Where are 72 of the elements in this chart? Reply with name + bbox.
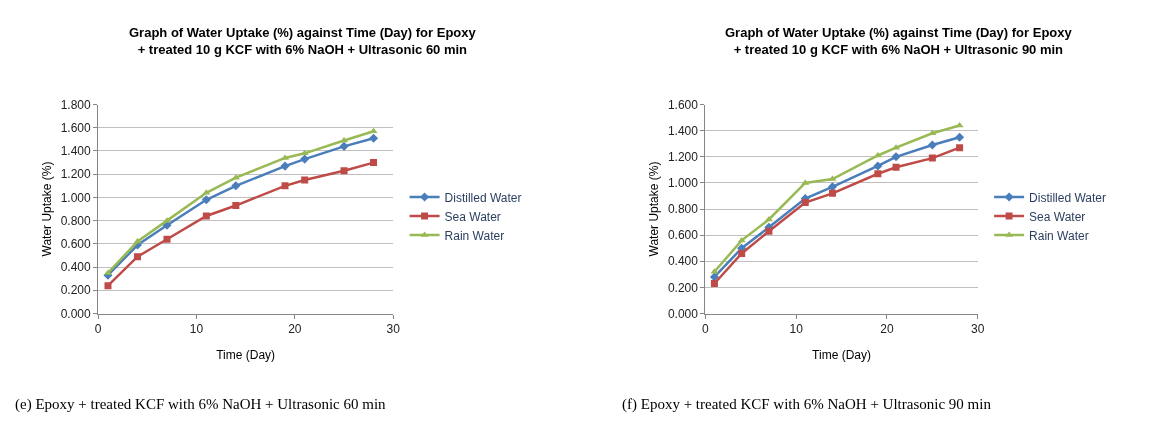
chart-title: Graph of Water Uptake (%) against Time (Day) for Epoxy + treated 10 g KCF with 6% NaOH + Ultrasonic 90 min [725,25,1073,57]
y-tick-label: 0.600 [667,228,699,243]
y-tick-label: 1.600 [667,97,699,112]
point [927,140,937,150]
point [738,249,746,257]
point [891,152,901,162]
y-tick-label: 1.200 [60,167,92,182]
point [955,132,965,142]
y-axis-title: Water Uptake (%) [647,161,662,257]
point [301,176,309,184]
point [737,236,746,243]
legend-label: Rain Water [1029,228,1089,243]
x-tick-label: 10 [789,321,804,336]
x-tick-label: 20 [288,321,302,336]
y-tick-label: 1.200 [667,150,699,164]
point [765,227,773,235]
x-tick-label: 10 [189,321,204,336]
point [801,199,809,207]
point [955,121,964,128]
point [892,163,900,171]
x-axis-title: Time (Day) [216,347,276,362]
y-tick-label: 0.400 [60,260,92,275]
point [764,215,773,222]
x-tick-label: 30 [386,321,401,336]
point [281,182,289,190]
point [873,161,883,171]
x-tick-label: 0 [702,321,710,336]
x-tick-label: 30 [971,321,985,336]
point [300,154,310,164]
y-tick-label: 1.400 [60,144,92,159]
point [340,167,348,175]
y-tick-label: 1.000 [60,190,92,205]
y-tick-label: 0.200 [667,280,699,295]
point [202,212,210,220]
point [828,189,836,197]
y-tick-label: 0.000 [60,306,92,321]
y-tick-label: 1.400 [667,123,699,138]
point [370,159,378,167]
point [369,133,379,143]
legend-label: Sea Water [1029,209,1086,224]
chart-title: Graph of Water Uptake (%) against Time (Day) for Epoxy + treated 10 g KCF with 6% NaOH + Ultrasonic 60 min [129,25,477,57]
text: (e) Epoxy + treated KCF with 6% NaOH + Ultrasonic 60 min [15,396,387,413]
point [231,181,241,191]
legend-label: Distilled Water [444,190,522,205]
point [104,282,112,290]
legend-label: Sea Water [444,209,501,224]
legend-label: Distilled Water [1029,190,1107,205]
y-tick-label: 0.800 [667,202,699,217]
y-tick-label: 0.400 [667,254,699,269]
point [956,144,964,152]
point [280,161,290,171]
point [339,141,349,151]
point [232,202,240,210]
x-tick-label: 20 [880,321,894,336]
point [874,170,882,178]
point [710,279,718,287]
point [928,154,936,162]
y-tick-label: 1.600 [60,120,92,135]
y-axis-title: Water Uptake (%) [39,161,54,257]
y-tick-label: 0.200 [60,283,92,298]
y-tick-label: 0.800 [60,213,92,228]
x-tick-label: 0 [94,321,102,336]
point [133,253,141,261]
point [163,235,171,243]
point [201,195,211,205]
legend-label: Rain Water [444,228,505,243]
y-tick-label: 1.800 [60,97,92,112]
y-tick-label: 0.600 [60,237,92,252]
y-tick-label: 1.000 [667,176,699,191]
x-axis-title: Time (Day) [812,347,871,362]
text: (f) Epoxy + treated KCF with 6% NaOH + Ultrasonic 90 min [622,396,992,413]
y-tick-label: 0.000 [667,306,699,321]
